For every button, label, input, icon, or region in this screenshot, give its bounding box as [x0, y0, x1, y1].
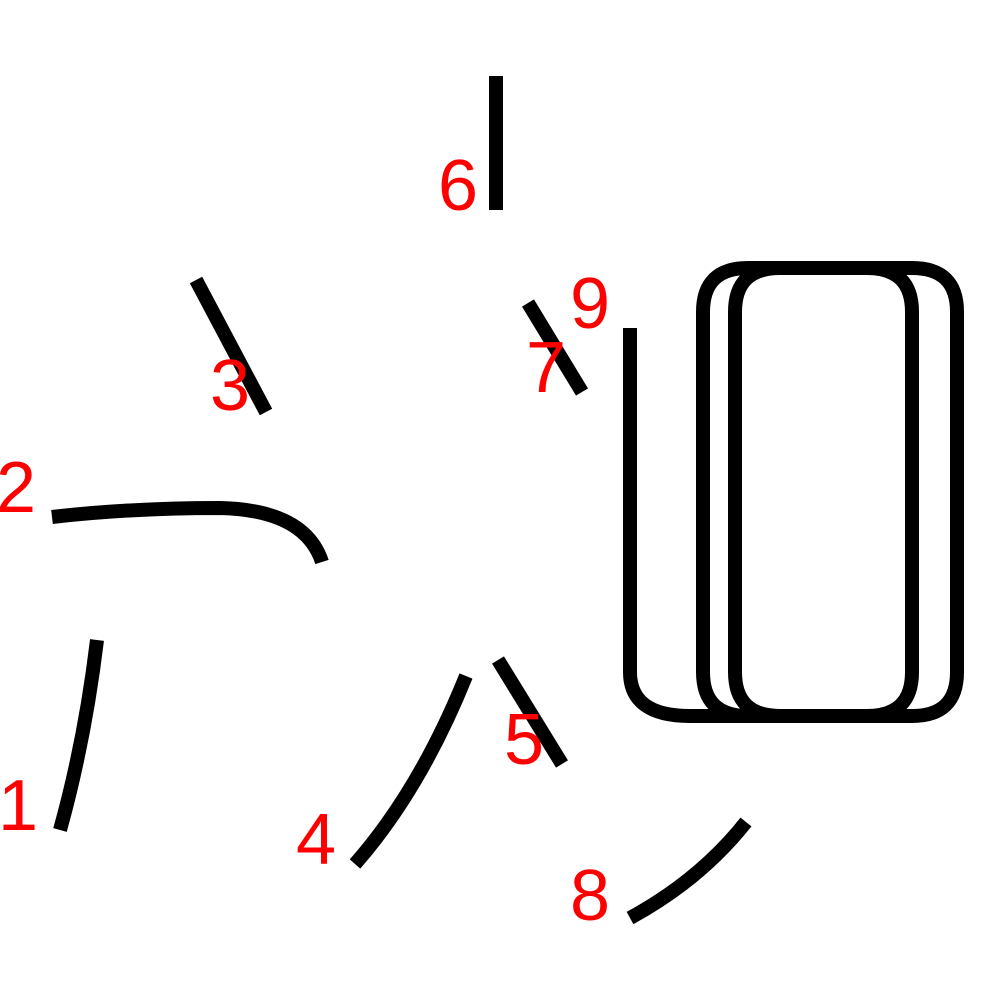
stroke-2	[51, 501, 329, 565]
stroke-number-7: 7	[526, 328, 566, 408]
stroke-3	[189, 276, 273, 416]
stroke-number-3: 3	[210, 346, 250, 426]
stroke-number-1: 1	[0, 766, 38, 846]
stroke-number-6: 6	[438, 146, 478, 226]
stroke-8	[626, 817, 752, 925]
stroke-number-5: 5	[504, 700, 544, 780]
stroke-number-9: 9	[570, 264, 610, 344]
stroke-9	[623, 261, 964, 723]
stroke-1	[53, 639, 104, 832]
stroke-7	[522, 299, 588, 396]
stroke-number-8: 8	[570, 856, 610, 936]
stroke-number-4: 4	[296, 800, 336, 880]
stroke-5	[492, 656, 568, 768]
stroke-4	[349, 673, 473, 869]
stroke-number-2: 2	[0, 448, 36, 528]
